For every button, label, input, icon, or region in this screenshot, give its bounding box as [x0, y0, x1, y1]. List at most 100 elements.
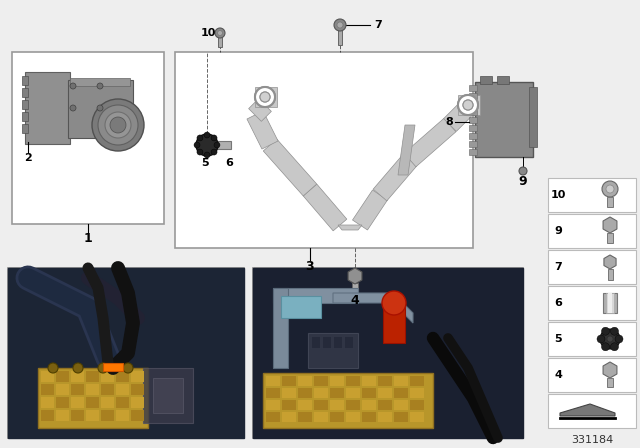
Circle shape [382, 291, 406, 315]
Polygon shape [303, 184, 347, 231]
Bar [333, 336, 342, 348]
Bar [56, 371, 69, 382]
Circle shape [215, 28, 225, 38]
Bar [378, 388, 392, 398]
Bar [116, 410, 129, 421]
Circle shape [463, 100, 473, 110]
Text: 4: 4 [554, 370, 562, 380]
Bar [469, 93, 477, 99]
Bar [266, 400, 280, 410]
Bar [548, 214, 636, 248]
Bar [314, 412, 328, 422]
Text: 5: 5 [201, 158, 209, 168]
Bar [41, 384, 54, 395]
Bar [101, 384, 114, 395]
Bar [529, 87, 537, 147]
Bar [314, 400, 328, 410]
Circle shape [194, 142, 200, 148]
Text: 9: 9 [518, 175, 527, 188]
Bar [22, 76, 28, 85]
Bar [103, 363, 123, 371]
Bar [215, 141, 231, 149]
Bar [469, 141, 477, 147]
Bar [263, 373, 433, 428]
Circle shape [204, 132, 210, 138]
Bar [116, 384, 129, 395]
Bar [346, 412, 360, 422]
Bar [71, 397, 84, 408]
Bar [71, 371, 84, 382]
Polygon shape [333, 293, 413, 323]
Circle shape [204, 152, 210, 158]
Bar [131, 410, 144, 421]
Circle shape [611, 343, 618, 351]
Circle shape [600, 329, 620, 349]
Bar [346, 400, 360, 410]
Circle shape [260, 92, 270, 102]
Text: 9: 9 [554, 226, 562, 236]
Bar [378, 400, 392, 410]
Polygon shape [560, 404, 615, 416]
Circle shape [92, 99, 144, 151]
Bar [346, 376, 360, 386]
Bar [410, 388, 424, 398]
Circle shape [97, 83, 103, 89]
Circle shape [123, 363, 133, 373]
Circle shape [73, 363, 83, 373]
Circle shape [105, 112, 131, 138]
Circle shape [218, 30, 223, 35]
Circle shape [211, 149, 217, 155]
Polygon shape [8, 268, 244, 438]
Text: 2: 2 [24, 153, 32, 163]
Bar [314, 388, 328, 398]
Polygon shape [404, 118, 456, 167]
Bar [410, 376, 424, 386]
Bar [86, 397, 99, 408]
Bar [362, 412, 376, 422]
Bar [255, 87, 277, 107]
Bar [22, 88, 28, 97]
Text: 3: 3 [306, 259, 314, 272]
Text: 331184: 331184 [571, 435, 613, 445]
Bar [266, 376, 280, 386]
Circle shape [197, 149, 203, 155]
Text: 8: 8 [445, 117, 453, 127]
Bar [56, 410, 69, 421]
Circle shape [607, 336, 613, 342]
Bar [41, 410, 54, 421]
Bar [475, 82, 533, 157]
Bar [548, 178, 636, 212]
Bar [8, 268, 244, 438]
Bar [410, 412, 424, 422]
Circle shape [260, 92, 270, 102]
Circle shape [606, 185, 614, 193]
Bar [56, 397, 69, 408]
Bar [346, 388, 360, 398]
Bar [330, 412, 344, 422]
Bar [394, 376, 408, 386]
Circle shape [110, 117, 126, 133]
Bar [101, 397, 114, 408]
Bar [344, 336, 353, 348]
Circle shape [334, 19, 346, 31]
Bar [70, 78, 130, 86]
Bar [469, 117, 477, 123]
Bar [469, 133, 477, 139]
Circle shape [597, 335, 605, 343]
Bar [383, 303, 405, 343]
Bar [603, 293, 617, 313]
Bar [469, 149, 477, 155]
Circle shape [70, 83, 76, 89]
Bar [86, 371, 99, 382]
Bar [338, 27, 342, 45]
Bar [266, 412, 280, 422]
Bar [458, 95, 480, 115]
Bar [41, 397, 54, 408]
Circle shape [70, 105, 76, 111]
Bar [41, 371, 54, 382]
Bar [394, 400, 408, 410]
Bar [298, 388, 312, 398]
Bar [175, 52, 473, 248]
Bar [273, 288, 288, 368]
Bar [101, 371, 114, 382]
